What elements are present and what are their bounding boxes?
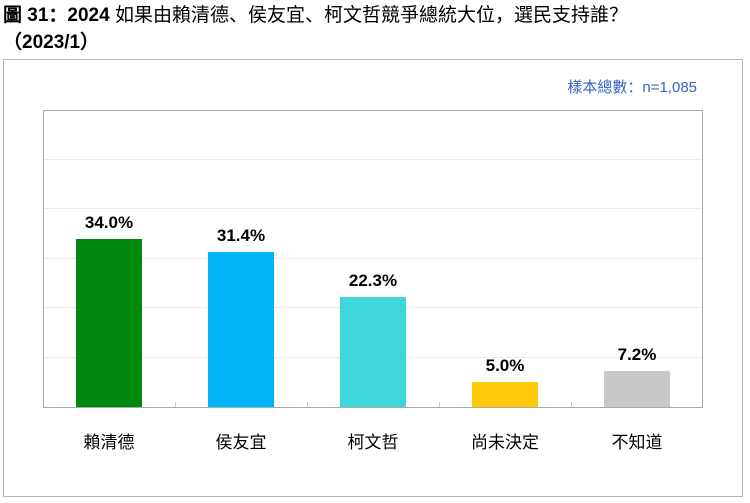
category-label: 柯文哲 bbox=[347, 433, 399, 453]
bar bbox=[471, 382, 538, 407]
axis-tick bbox=[307, 402, 308, 407]
gridline bbox=[44, 158, 702, 160]
bar bbox=[339, 296, 406, 407]
bar bbox=[75, 238, 142, 407]
axis-tick bbox=[571, 402, 572, 407]
chart-frame bbox=[3, 59, 743, 497]
bar-value-label: 22.3% bbox=[348, 270, 398, 290]
bar bbox=[603, 371, 670, 407]
category-label: 賴清德 bbox=[83, 433, 135, 453]
plot-area bbox=[43, 110, 703, 408]
axis-tick bbox=[175, 402, 176, 407]
gridline bbox=[44, 257, 702, 259]
category-label: 不知道 bbox=[611, 433, 663, 453]
gridline bbox=[44, 208, 702, 210]
sample-size-note: 樣本總數：n=1,085 bbox=[567, 79, 697, 96]
bar bbox=[207, 251, 274, 407]
axis-tick bbox=[439, 402, 440, 407]
figure-number: 圖 31：2024 bbox=[3, 5, 110, 26]
bar-value-label: 34.0% bbox=[84, 212, 134, 232]
bar-value-label: 7.2% bbox=[617, 345, 657, 365]
category-label: 尚未決定 bbox=[471, 433, 539, 453]
bar-value-label: 31.4% bbox=[216, 225, 266, 245]
title-date: （2023/1） bbox=[3, 32, 100, 53]
bar-value-label: 5.0% bbox=[485, 356, 525, 376]
chart-title: 圖 31：2024 如果由賴清德、侯友宜、柯文哲競爭總統大位，選民支持誰？ （2… bbox=[3, 2, 628, 56]
title-question: 如果由賴清德、侯友宜、柯文哲競爭總統大位，選民支持誰？ bbox=[109, 5, 628, 26]
category-label: 侯友宜 bbox=[215, 433, 267, 453]
